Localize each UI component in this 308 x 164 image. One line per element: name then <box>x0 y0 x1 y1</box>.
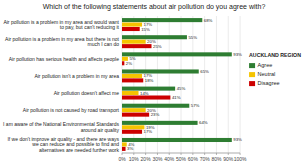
bar <box>122 108 146 112</box>
bar <box>122 27 140 31</box>
category-label: Air pollution is a problem in my area an… <box>3 19 119 30</box>
bar <box>122 95 170 99</box>
legend-swatch <box>249 63 255 68</box>
bar <box>122 44 152 48</box>
bar <box>122 113 149 117</box>
tick-label: 90% <box>223 156 234 162</box>
grid-line <box>228 16 229 153</box>
category-label: Air pollution is a problem in my area bu… <box>5 36 120 47</box>
category-label-line: Air pollution isn't a problem in my area <box>34 73 119 79</box>
data-label: 65% <box>200 69 209 74</box>
bar <box>122 130 142 134</box>
data-label: 3% <box>127 146 133 151</box>
grid <box>122 16 240 153</box>
grid-line <box>204 16 205 153</box>
tick-label: 0% <box>118 156 126 162</box>
category-label: If we don't improve air quality - and th… <box>7 136 119 153</box>
legend: AUCKLAND REGION Agree Neutral Disagree <box>249 52 301 86</box>
category-label-line: around air quality <box>81 127 120 133</box>
category-label-line: much I can do <box>88 41 120 47</box>
grid-line <box>240 16 241 153</box>
data-label: 55% <box>188 35 197 40</box>
category-label-line: to pay, but can't reducing it <box>60 24 120 30</box>
category-label: I am aware of the National Environmental… <box>3 121 119 132</box>
bars <box>122 18 232 151</box>
chart: Which of the following statements about … <box>0 0 308 164</box>
data-label: 17% <box>144 129 153 134</box>
data-label: 14% <box>140 91 149 96</box>
bar <box>122 138 232 142</box>
category-label-line: alternatives are needed further work <box>39 147 120 153</box>
bar <box>122 147 126 151</box>
tick-label: 50% <box>176 156 187 162</box>
tick-label: 80% <box>211 156 222 162</box>
bar <box>122 125 144 129</box>
bar <box>122 74 142 78</box>
bar <box>122 23 142 27</box>
bar <box>122 142 127 146</box>
data-label: 25% <box>153 44 162 49</box>
bar <box>122 52 232 56</box>
tick-label: 70% <box>200 156 211 162</box>
category-label-line: Air pollution has serious health and aff… <box>9 56 119 62</box>
legend-swatch <box>249 81 255 86</box>
tick-label: 100% <box>234 156 247 162</box>
category-label: Air pollution doesn't affect me <box>54 90 120 96</box>
bar <box>122 121 198 125</box>
data-label: 2% <box>126 61 132 66</box>
data-label: 15% <box>141 27 150 32</box>
legend-entry: Neutral <box>258 71 276 77</box>
x-axis-line <box>122 153 240 154</box>
tick-label: 40% <box>164 156 175 162</box>
tick-label: 20% <box>141 156 152 162</box>
legend-entry: Disagree <box>258 80 280 86</box>
tick-label: 60% <box>188 156 199 162</box>
data-label: 64% <box>199 120 208 125</box>
grid-line <box>216 16 217 153</box>
data-label: 93% <box>233 52 242 57</box>
legend-swatch <box>249 72 255 77</box>
bar <box>122 78 143 82</box>
category-label-line: Air pollution doesn't affect me <box>54 90 120 96</box>
bar <box>122 18 202 22</box>
category-label-line: Air pollution is not caused by road tran… <box>23 107 120 113</box>
category-label: Air pollution has serious health and aff… <box>9 56 119 62</box>
title: Which of the following statements about … <box>43 3 266 11</box>
tick-label: 10% <box>129 156 140 162</box>
data-label: 23% <box>151 112 160 117</box>
legend-title: AUCKLAND REGION <box>249 52 301 58</box>
legend-entry: Agree <box>258 62 273 68</box>
bar <box>122 69 199 73</box>
bar <box>122 61 124 65</box>
data-label: 93% <box>233 137 242 142</box>
data-label: 57% <box>191 103 200 108</box>
data-label: 68% <box>204 18 213 23</box>
category-label: Air pollution isn't a problem in my area <box>34 73 119 79</box>
data-label: 41% <box>172 95 181 100</box>
data-label: 45% <box>177 86 186 91</box>
bar <box>122 40 146 44</box>
data-labels: 68%55%93%65%45%57%64%93%17%20%5%17%14%20… <box>126 18 242 152</box>
data-label: 18% <box>145 78 154 83</box>
category-label: Air pollution is not caused by road tran… <box>23 107 120 113</box>
bar <box>122 91 139 95</box>
tick-label: 30% <box>152 156 163 162</box>
